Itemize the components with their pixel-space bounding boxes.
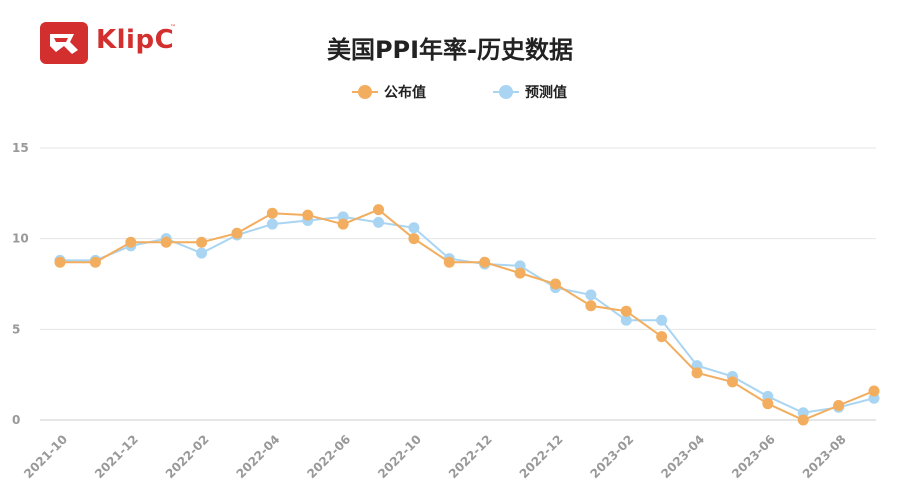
data-point-published [585, 300, 597, 312]
logo-mark-icon [40, 22, 88, 64]
data-point-forecast [373, 216, 385, 228]
x-tick-label: 2022-02 [163, 432, 212, 481]
data-point-published [196, 236, 208, 248]
legend-item-forecast[interactable]: 预测值 [493, 82, 567, 102]
y-tick-label: 10 [12, 232, 29, 246]
logo-trademark: ™ [170, 24, 176, 31]
data-point-published [656, 331, 668, 343]
legend-item-published[interactable]: 公布值 [352, 82, 426, 102]
data-point-published [797, 414, 809, 426]
data-point-published [408, 233, 420, 245]
data-point-published [337, 218, 349, 230]
x-tick-label: 2023-02 [588, 432, 637, 481]
data-point-published [231, 227, 243, 239]
x-tick-label: 2022-10 [375, 432, 424, 481]
data-point-published [160, 236, 172, 248]
legend-label-forecast: 预测值 [525, 85, 567, 101]
data-point-published [89, 256, 101, 268]
x-tick-label: 2022-12 [517, 432, 566, 481]
data-point-published [266, 207, 278, 219]
chart-title: 美国PPI年率-历史数据 [326, 36, 574, 64]
data-point-published [302, 209, 314, 221]
data-point-published [514, 267, 526, 279]
x-tick-label: 2021-12 [92, 432, 141, 481]
legend-swatch-forecast [493, 85, 519, 99]
data-point-published [691, 367, 703, 379]
data-point-forecast [585, 289, 597, 301]
x-tick-label: 2023-06 [729, 432, 778, 481]
logo-wordmark: KlipC [96, 25, 175, 55]
series-line-forecast [60, 215, 875, 414]
series-line-published [60, 208, 875, 422]
legend-label-published: 公布值 [384, 85, 426, 101]
data-point-published [479, 256, 491, 268]
data-point-published [373, 204, 385, 216]
y-tick-label: 0 [12, 413, 20, 427]
data-point-published [868, 385, 880, 397]
data-point-forecast [620, 314, 632, 326]
data-point-forecast [266, 218, 278, 230]
data-point-published [125, 236, 137, 248]
data-point-forecast [196, 247, 208, 259]
x-tick-label: 2022-06 [304, 432, 353, 481]
legend-swatch-published [352, 85, 378, 99]
data-point-published [726, 376, 738, 388]
x-tick-label: 2022-12 [446, 432, 495, 481]
data-point-published [54, 256, 66, 268]
x-tick-label: 2023-08 [800, 432, 849, 481]
data-point-published [443, 256, 455, 268]
klipc-logo: KlipC ™ [40, 22, 180, 64]
chart-legend: 公布值 预测值 [0, 82, 900, 106]
y-tick-label: 5 [12, 322, 20, 336]
x-tick-label: 2022-04 [234, 432, 283, 481]
data-point-forecast [408, 222, 420, 234]
x-tick-label: 2021-10 [21, 432, 70, 481]
y-tick-label: 15 [12, 141, 29, 155]
data-point-forecast [656, 314, 668, 326]
x-tick-label: 2023-04 [658, 432, 707, 481]
data-point-published [549, 278, 561, 290]
data-point-published [762, 398, 774, 410]
data-point-published [620, 305, 632, 317]
data-point-published [833, 399, 845, 411]
